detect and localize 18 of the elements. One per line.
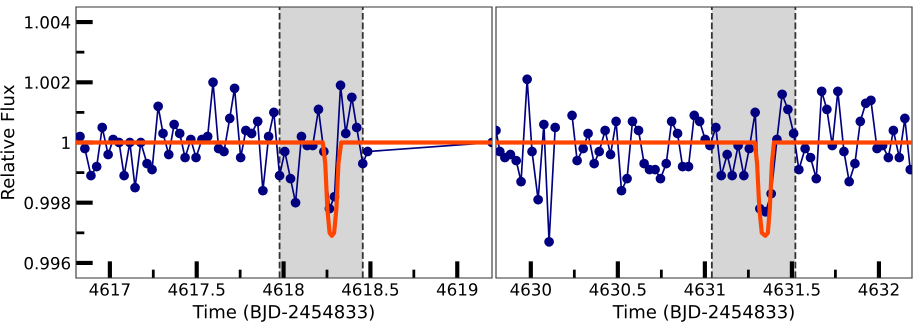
x-tick-label: 4617 (89, 283, 130, 296)
x-tick-label: 4618 (263, 283, 304, 296)
y-tick-label: 0.996 (24, 256, 70, 270)
x-tick-label: 4630.5 (589, 283, 646, 296)
x-tick-label: 4631 (684, 283, 725, 296)
x-axis-title: Time (BJD-2454833) (192, 304, 374, 322)
x-tick-label: 4632 (858, 283, 898, 296)
x-tick-label: 4617.5 (168, 283, 224, 296)
x-tick-label: 4630 (510, 283, 551, 296)
y-tick-label: 1.004 (25, 16, 70, 29)
y-axis-title: Relative Flux (0, 85, 14, 199)
y-tick-label: 1.002 (25, 76, 70, 89)
y-tick-label: 1 (62, 136, 70, 149)
x-tick-label: 4618.5 (342, 283, 398, 296)
x-tick-label: 4631.5 (764, 283, 820, 296)
x-tick-label: 4619 (436, 283, 478, 296)
x-axis-title: Time (BJD-2454833) (612, 304, 794, 322)
y-tick-label: 0.998 (24, 196, 70, 210)
